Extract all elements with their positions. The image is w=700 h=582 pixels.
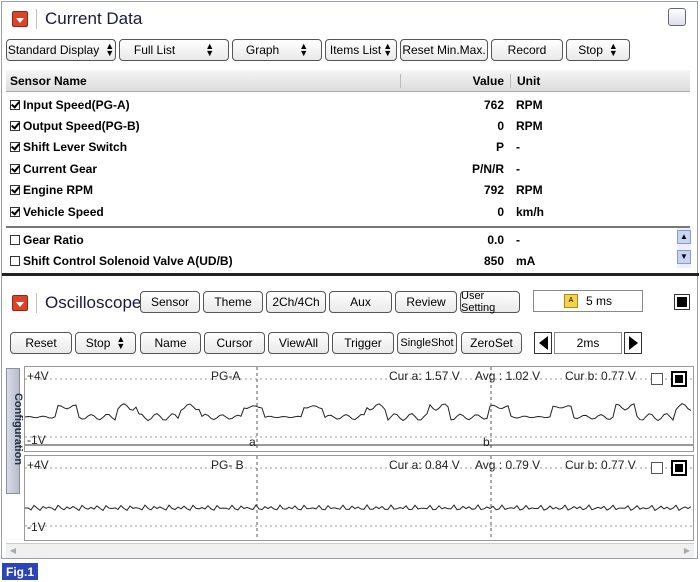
figure-label: Fig.1 [2, 563, 38, 580]
graph-dropdown[interactable]: Graph ▲ ▼ [232, 39, 322, 61]
cursor-button[interactable]: Cursor [204, 332, 265, 354]
channel-toggle-button[interactable]: 2Ch/4Ch [266, 291, 326, 313]
standard-display-dropdown[interactable]: Standard Display ▲ ▼ [6, 39, 116, 61]
row-checkbox[interactable] [10, 234, 20, 245]
updown-icon: ▲ ▼ [205, 41, 215, 58]
configuration-tab[interactable]: Configuration [6, 368, 24, 494]
stop-dropdown[interactable]: Stop ▲ ▼ [566, 39, 630, 61]
channel-2-waveform [25, 456, 693, 540]
oscilloscope-header: Oscilloscope [2, 288, 141, 318]
cursor-b-label: b [483, 435, 490, 449]
current-data-title: Current Data [45, 9, 143, 28]
column-header-value[interactable]: Value [400, 73, 510, 88]
updown-icon: ▲ ▼ [383, 41, 393, 58]
updown-icon: ▲ ▼ [105, 41, 115, 58]
aux-button[interactable]: Aux [329, 291, 392, 313]
updown-icon: ▲ ▼ [608, 41, 618, 58]
updown-icon: ▲ ▼ [116, 334, 126, 351]
column-header-unit[interactable]: Unit [510, 73, 680, 88]
viewall-button[interactable]: ViewAll [268, 332, 329, 354]
reset-button[interactable]: Reset [10, 332, 72, 354]
cursor-a-label: a [249, 435, 256, 449]
row-checkbox[interactable] [10, 255, 20, 266]
record-button[interactable]: Record [491, 39, 563, 61]
zeroset-button[interactable]: ZeroSet [461, 332, 522, 354]
table-row[interactable]: Vehicle Speed 0 km/h [6, 201, 690, 222]
channel-checkbox[interactable] [651, 462, 663, 474]
horizontal-scrollbar[interactable]: ◀ ▶ [6, 543, 694, 558]
table-row[interactable]: Current Gear P/N/R - [6, 158, 690, 179]
section-separator[interactable] [2, 273, 699, 276]
row-checkbox[interactable] [10, 99, 20, 110]
oscilloscope-title: Oscilloscope [45, 293, 142, 312]
channel-1-waveform [25, 367, 693, 451]
channel-select-icon[interactable] [671, 460, 687, 476]
osc-stop-dropdown[interactable]: Stop ▲ ▼ [75, 332, 136, 354]
updown-icon: ▲ ▼ [299, 41, 309, 58]
user-setting-button[interactable]: User Setting [460, 290, 520, 314]
stop-square-icon[interactable] [674, 294, 690, 310]
divider [6, 226, 690, 228]
timebase-decrease-icon[interactable] [534, 332, 552, 354]
table-row[interactable]: Gear Ratio 0.0 - [6, 229, 690, 250]
table-row[interactable]: Output Speed(PG-B) 0 RPM [6, 115, 690, 136]
reset-minmax-button[interactable]: Reset Min.Max. [400, 39, 488, 61]
table-row[interactable]: Shift Control Solenoid Valve A(UD/B) 850… [6, 250, 690, 271]
timebase-increase-icon[interactable] [624, 332, 642, 354]
scroll-right-icon[interactable]: ▶ [683, 546, 691, 555]
column-header-sensor-name[interactable]: Sensor Name [10, 73, 87, 88]
table-row[interactable]: Shift Lever Switch P - [6, 136, 690, 157]
row-checkbox[interactable] [10, 184, 20, 195]
channel-select-icon[interactable] [671, 371, 687, 387]
row-checkbox[interactable] [10, 141, 20, 152]
table-row[interactable]: Input Speed(PG-A) 762 RPM [6, 94, 690, 115]
theme-button[interactable]: Theme [203, 291, 263, 313]
channel-2-panel[interactable]: +4V -1V PG- B Cur a: 0.84 V Avg : 0.79 V… [24, 455, 694, 541]
channel-1-panel[interactable]: +4V -1V PG-A Cur a: 1.57 V Avg : 1.02 V … [24, 366, 694, 452]
collapse-icon[interactable] [12, 295, 28, 311]
items-list-dropdown[interactable]: Items List ▲ ▼ [325, 39, 397, 61]
main-window: Current Data Standard Display ▲ ▼ Full Lis… [1, 1, 699, 559]
scroll-left-icon[interactable]: ◀ [9, 546, 17, 555]
timebase-display: 2ms [554, 332, 622, 354]
channel-checkbox[interactable] [651, 373, 663, 385]
row-checkbox[interactable] [10, 120, 20, 131]
row-checkbox[interactable] [10, 206, 20, 217]
singleshot-button[interactable]: SingleShot [397, 332, 457, 354]
sensor-button[interactable]: Sensor [140, 291, 200, 313]
collapse-icon[interactable] [12, 11, 28, 27]
maximize-icon[interactable] [668, 8, 686, 26]
trigger-button[interactable]: Trigger [332, 332, 394, 354]
name-button[interactable]: Name [140, 332, 201, 354]
interval-icon: A [563, 294, 578, 308]
scroll-up-icon[interactable]: ▲ [677, 230, 691, 244]
table-header: Sensor Name Value Unit [6, 70, 690, 92]
table-scrollbar[interactable]: ▲ ▼ [677, 228, 691, 268]
full-list-dropdown[interactable]: Full List ▲ ▼ [119, 39, 229, 61]
sampling-interval-display[interactable]: A 5 ms [533, 290, 643, 312]
row-checkbox[interactable] [10, 163, 20, 174]
scroll-down-icon[interactable]: ▼ [677, 250, 691, 264]
review-button[interactable]: Review [395, 291, 457, 313]
current-data-header: Current Data [2, 4, 142, 34]
table-row[interactable]: Engine RPM 792 RPM [6, 179, 690, 200]
